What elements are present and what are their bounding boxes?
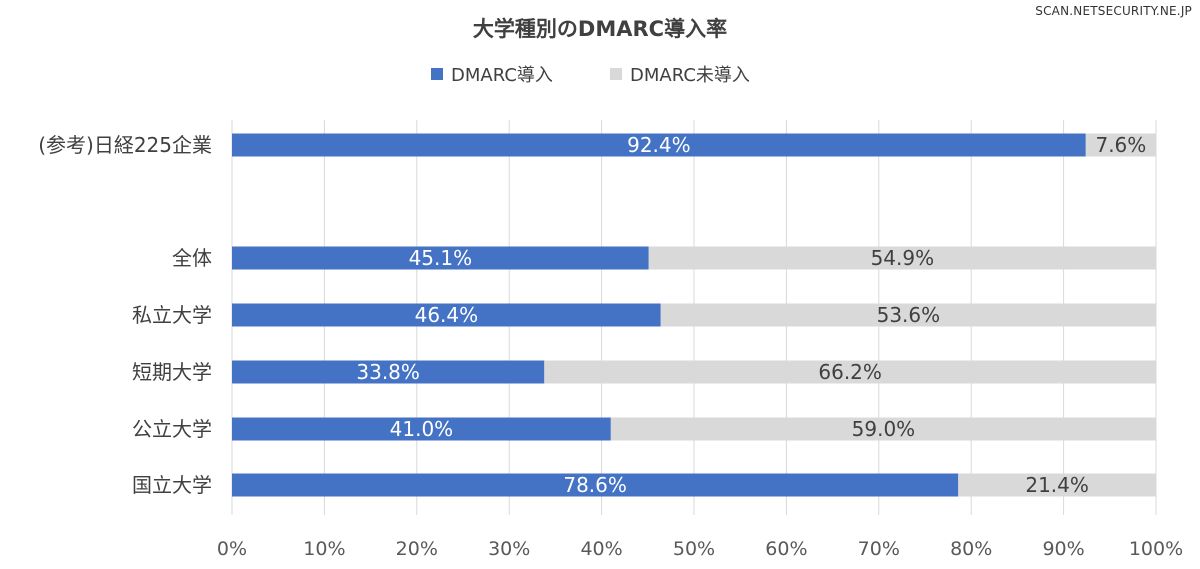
bar-not-adopted xyxy=(648,246,1156,270)
x-tick-label: 80% xyxy=(950,538,992,560)
bar-labels: 92.4% 7.6% 45.1% 54.9% 46.4% 53.6% 33.8% 66.2% 4… xyxy=(356,133,1146,497)
bar-not-adopted xyxy=(958,473,1156,497)
bar-adopted xyxy=(232,417,611,441)
x-tick-label: 50% xyxy=(673,538,715,560)
data-label-not-adopted: 66.2% xyxy=(818,360,882,384)
data-label-adopted: 92.4% xyxy=(627,133,691,157)
bar-not-adopted xyxy=(1085,133,1156,157)
category-label: 国立大学 xyxy=(132,473,212,497)
x-tick-label: 20% xyxy=(396,538,438,560)
legend: DMARC導入 DMARC未導入 xyxy=(431,65,750,86)
bar-adopted xyxy=(232,246,649,270)
data-label-not-adopted: 54.9% xyxy=(871,246,935,270)
x-tick-label: 70% xyxy=(858,538,900,560)
x-tick-label: 100% xyxy=(1129,538,1183,560)
legend-label-not-adopted: DMARC未導入 xyxy=(630,65,750,86)
data-label-adopted: 78.6% xyxy=(563,473,627,497)
data-label-not-adopted: 7.6% xyxy=(1095,133,1146,157)
legend-label-adopted: DMARC導入 xyxy=(451,65,553,86)
data-label-adopted: 46.4% xyxy=(415,303,479,327)
bar-adopted xyxy=(232,473,959,497)
x-tick-label: 60% xyxy=(765,538,807,560)
category-label: 公立大学 xyxy=(132,417,212,441)
x-tick-labels: 0% 10% 20% 30% 40% 50% 60% 70% 80% 90% 100% xyxy=(217,538,1183,560)
data-label-adopted: 45.1% xyxy=(409,246,473,270)
bar-adopted xyxy=(232,133,1086,157)
category-label: 短期大学 xyxy=(132,360,212,384)
bars xyxy=(232,133,1156,497)
bar-not-adopted xyxy=(544,360,1156,384)
x-tick-label: 0% xyxy=(217,538,247,560)
x-tick-label: 30% xyxy=(488,538,530,560)
x-tick-label: 10% xyxy=(303,538,345,560)
watermark: SCAN.NETSECURITY.NE.JP xyxy=(1035,4,1192,18)
bar-adopted xyxy=(232,303,661,327)
data-label-adopted: 33.8% xyxy=(356,360,420,384)
bar-not-adopted xyxy=(610,417,1156,441)
legend-swatch-not-adopted xyxy=(610,68,622,80)
category-label: 私立大学 xyxy=(132,303,212,327)
legend-swatch-adopted xyxy=(431,68,443,80)
bar-not-adopted xyxy=(660,303,1156,327)
data-label-not-adopted: 53.6% xyxy=(877,303,941,327)
x-tick-label: 90% xyxy=(1042,538,1084,560)
chart-title: 大学種別のDMARC導入率 xyxy=(473,17,727,41)
data-label-not-adopted: 59.0% xyxy=(852,417,916,441)
bar-adopted xyxy=(232,360,545,384)
data-label-not-adopted: 21.4% xyxy=(1025,473,1089,497)
data-label-adopted: 41.0% xyxy=(390,417,454,441)
category-label: 全体 xyxy=(172,246,212,270)
x-tick-label: 40% xyxy=(580,538,622,560)
category-label: (参考)日経225企業 xyxy=(38,133,212,157)
